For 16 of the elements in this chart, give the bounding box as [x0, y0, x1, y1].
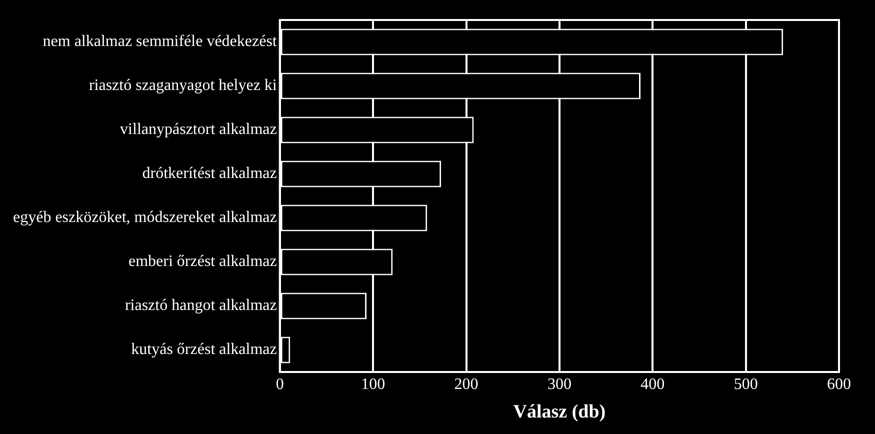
- y-tick-label: drótkerítést alkalmaz: [142, 165, 277, 182]
- y-tick-label: villanypásztort alkalmaz: [120, 121, 277, 138]
- x-tick-label: 500: [734, 376, 758, 393]
- x-tick-label: 200: [454, 376, 478, 393]
- y-tick-label: kutyás őrzést alkalmaz: [131, 341, 277, 358]
- x-axis-title: Válasz (db): [513, 402, 606, 423]
- x-tick-label: 400: [640, 376, 665, 393]
- y-tick-label: nem alkalmaz semmiféle védekezést: [42, 33, 278, 50]
- y-tick-label: riasztó hangot alkalmaz: [124, 297, 277, 314]
- y-tick-label: emberi őrzést alkalmaz: [128, 253, 277, 270]
- y-tick-label: riasztó szaganyagot helyez ki: [88, 77, 278, 94]
- y-tick-label: egyéb eszközöket, módszereket alkalmaz: [13, 209, 277, 226]
- x-tick-label: 100: [361, 376, 386, 393]
- x-tick-label: 0: [276, 376, 284, 393]
- x-tick-label: 600: [827, 376, 851, 393]
- x-tick-label: 300: [547, 376, 572, 393]
